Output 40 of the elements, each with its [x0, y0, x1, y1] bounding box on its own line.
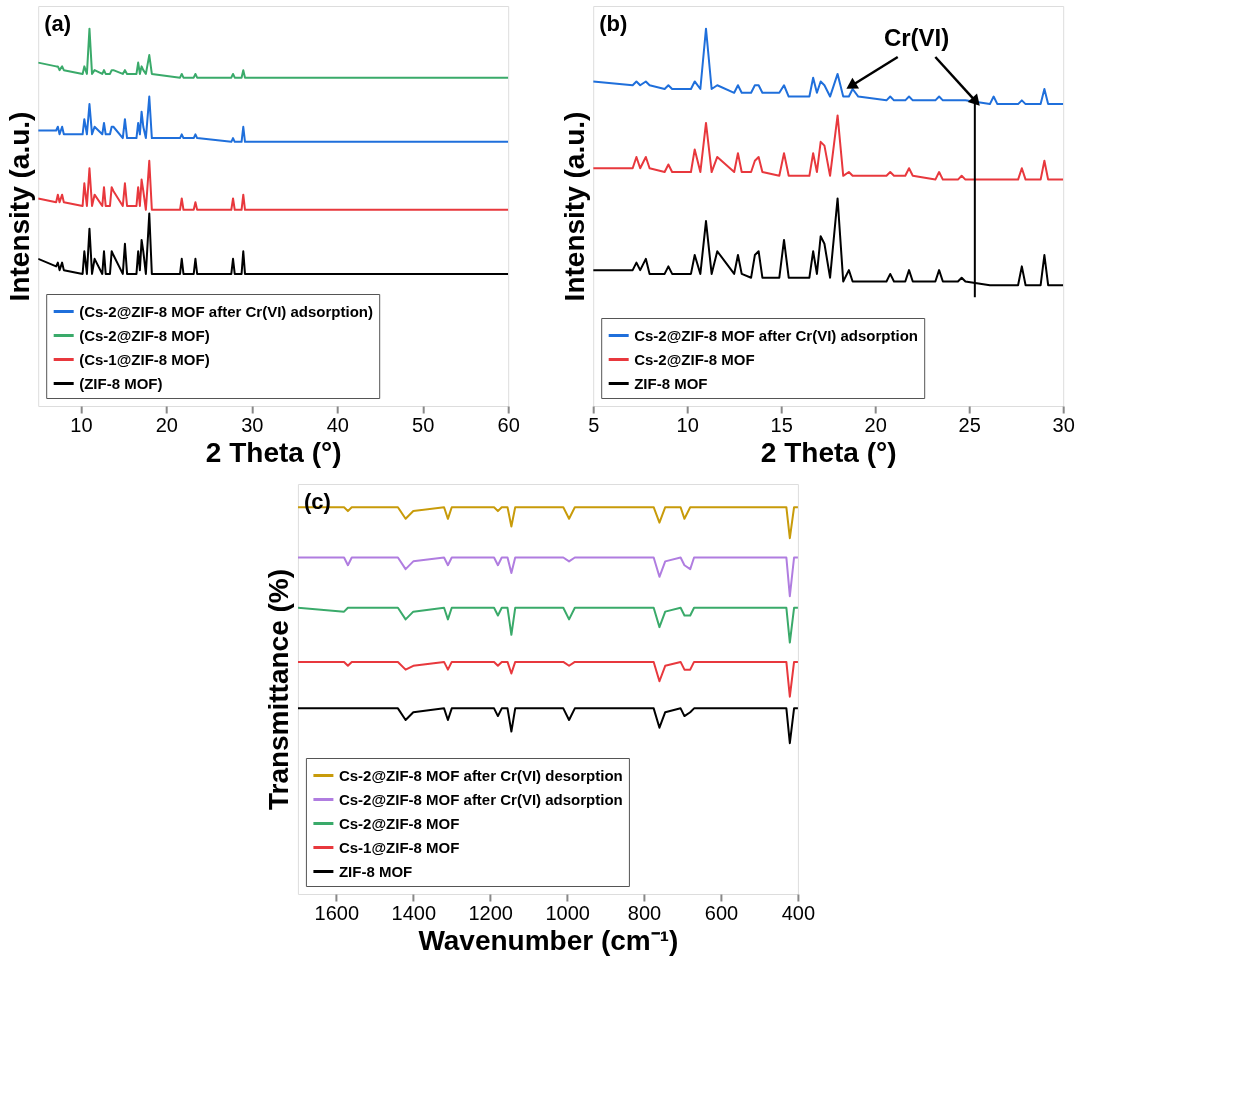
legend-label: (Cs-2@ZIF-8 MOF) [79, 326, 210, 344]
x-tick-label: 1400 [391, 901, 437, 924]
legend-label: (ZIF-8 MOF) [79, 374, 163, 392]
x-tick-label: 10 [70, 413, 93, 436]
x-tick-label: 600 [704, 901, 739, 924]
legend-label: Cs-2@ZIF-8 MOF [338, 814, 460, 832]
annotation: Cr(VI) [883, 24, 950, 52]
x-tick-label: 1200 [468, 901, 513, 924]
x-tick-label: 5 [588, 413, 600, 436]
x-axis-title: 2 Theta (°) [760, 436, 897, 468]
x-tick-label: 20 [864, 413, 887, 436]
x-tick-label: 30 [1052, 413, 1075, 436]
x-tick-label: 1000 [545, 901, 590, 924]
legend-label: ZIF-8 MOF [338, 862, 413, 880]
y-axis-title: Transmittance (%) [263, 568, 295, 811]
legend-label: Cs-2@ZIF-8 MOF [634, 350, 755, 368]
legend-label: Cs-2@ZIF-8 MOF after Cr(VI) adsorption [634, 326, 918, 344]
legend-label: (Cs-2@ZIF-8 MOF after Cr(VI) adsorption) [79, 302, 373, 320]
x-axis-title: Wavenumber (cm⁻¹) [418, 924, 679, 956]
x-tick-label: 10 [676, 413, 699, 436]
x-tick-label: 50 [412, 413, 435, 436]
x-tick-label: 40 [326, 413, 349, 436]
x-tick-label: 400 [781, 901, 816, 924]
annotation: (a) [44, 11, 72, 36]
y-axis-title: Intensity (a.u.) [558, 111, 590, 302]
legend-label: (Cs-1@ZIF-8 MOF) [79, 350, 210, 368]
x-tick-label: 20 [155, 413, 178, 436]
x-tick-label: 15 [770, 413, 793, 436]
x-tick-label: 1600 [314, 901, 360, 924]
y-axis-title: Intensity (a.u.) [3, 111, 35, 302]
x-tick-label: 25 [958, 413, 981, 436]
x-axis-title: 2 Theta (°) [205, 436, 342, 468]
legend-label: Cs-2@ZIF-8 MOF after Cr(VI) adsorption [338, 790, 623, 808]
legend-label: Cs-2@ZIF-8 MOF after Cr(VI) desorption [338, 766, 623, 784]
x-tick-label: 30 [241, 413, 264, 436]
legend-label: ZIF-8 MOF [634, 374, 708, 392]
x-tick-label: 800 [627, 901, 662, 924]
legend-label: Cs-1@ZIF-8 MOF [338, 838, 460, 856]
annotation: (b) [599, 11, 628, 36]
x-tick-label: 60 [497, 413, 520, 436]
